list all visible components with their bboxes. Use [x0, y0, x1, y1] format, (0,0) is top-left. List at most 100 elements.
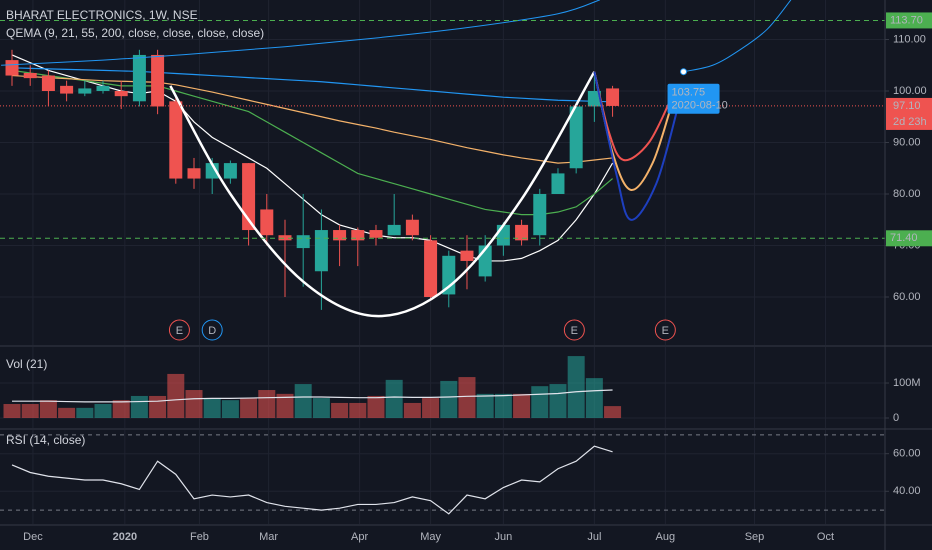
- candle-body: [260, 209, 274, 236]
- x-tick-label: 2020: [113, 531, 137, 543]
- x-tick-label: Oct: [817, 531, 834, 543]
- candle-body: [551, 173, 565, 195]
- callout-date: 2020-08-10: [672, 100, 728, 112]
- chart-subtitle: QEMA (9, 21, 55, 200, close, close, clos…: [6, 26, 264, 40]
- volume-bar: [604, 406, 622, 418]
- level-label: 113.70: [890, 14, 923, 26]
- volume-bar: [567, 356, 585, 418]
- volume-bar: [549, 384, 567, 418]
- volume-ma: [12, 389, 613, 403]
- chart-title: BHARAT ELECTRONICS, 1W, NSE: [6, 8, 198, 22]
- candle-body: [569, 106, 583, 169]
- volume-bar: [531, 386, 549, 418]
- volume-bar: [403, 402, 421, 418]
- volume-bar: [276, 393, 294, 418]
- candle-body: [132, 54, 146, 102]
- level-label: 71.40: [890, 232, 918, 244]
- volume-bar: [294, 384, 312, 418]
- event-marker: [654, 319, 676, 341]
- volume-bar: [240, 398, 258, 418]
- candle-body: [78, 88, 92, 94]
- candle-body: [114, 91, 128, 97]
- volume-bar: [21, 404, 39, 418]
- volume-bar: [58, 407, 76, 418]
- candle-body: [169, 101, 183, 179]
- volume-bar: [513, 393, 531, 418]
- x-tick-label: Mar: [259, 531, 278, 543]
- y-tick-label: 0: [893, 412, 899, 424]
- candle-body: [442, 255, 456, 295]
- candle-body: [23, 72, 37, 79]
- candle-body: [41, 75, 55, 92]
- volume-title: Vol (21): [6, 357, 47, 371]
- candle-body: [533, 194, 547, 236]
- volume-bar: [39, 400, 57, 418]
- volume-bar: [585, 378, 603, 418]
- candle-body: [223, 163, 237, 179]
- candle-body: [606, 88, 620, 106]
- rsi-title: RSI (14, close): [6, 433, 85, 447]
- last-price-label: 97.10: [893, 100, 921, 112]
- volume-bar: [167, 373, 185, 418]
- volume-bar: [422, 398, 440, 418]
- candle-body: [496, 224, 510, 246]
- volume-bar: [458, 377, 476, 418]
- volume-bar: [221, 400, 239, 418]
- candle-body: [5, 60, 19, 76]
- candle-body: [587, 91, 601, 107]
- callout-point: [680, 68, 688, 76]
- y-tick-label: 100M: [893, 377, 921, 389]
- volume-bar: [149, 395, 167, 418]
- plot-layer: [0, 0, 885, 515]
- moving-average: [11, 67, 613, 103]
- y-tick-label: 100.00: [893, 85, 927, 97]
- candle-body: [60, 85, 74, 94]
- moving-average: [11, 74, 613, 164]
- x-tick-label: Sep: [745, 531, 765, 543]
- candle-body: [424, 240, 438, 298]
- candle-body: [333, 230, 347, 241]
- y-tick-label: 80.00: [893, 188, 921, 200]
- volume-bar: [76, 407, 94, 418]
- volume-bar: [385, 379, 403, 418]
- callout-box: [667, 83, 720, 114]
- callout-value: 103.75: [672, 87, 706, 99]
- volume-bar: [312, 398, 330, 418]
- x-tick-label: Jun: [494, 531, 512, 543]
- y-tick-label: 60.00: [893, 448, 921, 460]
- volume-bar: [112, 400, 130, 418]
- y-tick-label: 110.00: [893, 33, 926, 45]
- candle-body: [296, 235, 310, 249]
- volume-bar: [185, 390, 203, 418]
- event-marker: [168, 319, 190, 341]
- event-marker: [563, 319, 585, 341]
- candle-body: [369, 230, 383, 238]
- candle-body: [405, 219, 419, 236]
- event-label: E: [662, 325, 669, 337]
- candle-body: [351, 230, 365, 241]
- countdown-label: 2d 23h: [893, 116, 927, 128]
- moving-average: [11, 54, 614, 262]
- volume-bar: [3, 404, 21, 418]
- volume-bar: [349, 402, 367, 418]
- level-tag: [886, 230, 932, 247]
- candle-body: [515, 224, 529, 241]
- label-layer: Dec 2020 Feb Mar Apr May Jun Jul Aug Sep Oct 60.00 7…: [23, 12, 932, 543]
- drawing-curve: [169, 71, 596, 318]
- x-tick-label: May: [420, 531, 441, 543]
- event-label: D: [208, 325, 216, 337]
- drawing-curve: [1, 0, 600, 66]
- event-marker: [201, 319, 223, 341]
- volume-bar: [367, 395, 385, 418]
- event-label: E: [571, 325, 578, 337]
- last-price-tag: [886, 97, 932, 130]
- x-tick-label: Feb: [190, 531, 209, 543]
- volume-bar: [494, 393, 512, 418]
- y-tick-label: 40.00: [893, 485, 921, 497]
- volume-bar: [94, 404, 112, 418]
- rsi-line: [11, 445, 613, 515]
- candle-body: [205, 163, 219, 179]
- volume-bar: [258, 390, 276, 418]
- x-tick-label: Jul: [587, 531, 601, 543]
